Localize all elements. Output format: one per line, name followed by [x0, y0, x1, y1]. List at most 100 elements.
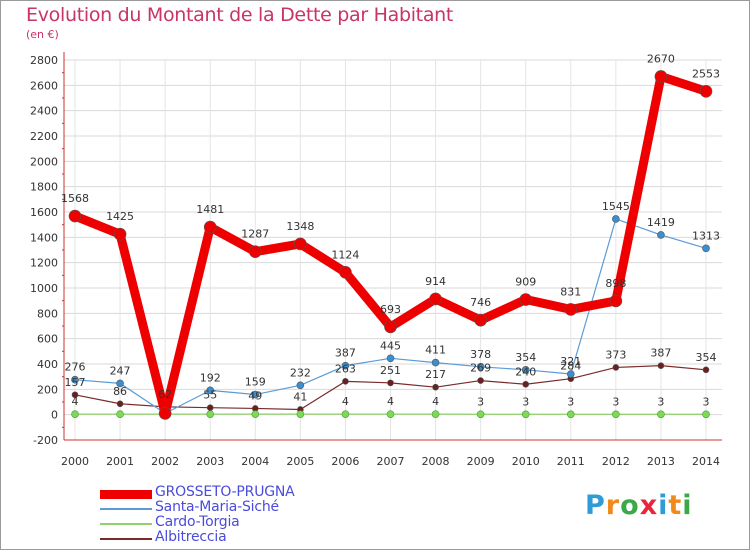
- y-tick-label: 800: [37, 307, 58, 320]
- y-tick-label: 2000: [30, 155, 58, 168]
- data-point-2: [71, 410, 79, 418]
- data-label: 3: [657, 395, 664, 408]
- y-tick-label: 2600: [30, 79, 58, 92]
- x-tick-label: 2010: [512, 455, 540, 468]
- logo-letter: t: [668, 490, 683, 521]
- data-point-3: [477, 377, 484, 384]
- data-label: 251: [380, 364, 401, 377]
- data-label: 55: [203, 389, 217, 402]
- data-point-1: [206, 386, 215, 395]
- data-point-2: [476, 410, 485, 419]
- data-point-3: [206, 404, 214, 412]
- data-label: 217: [425, 368, 446, 381]
- data-label: 914: [425, 275, 446, 288]
- data-point-1: [566, 370, 575, 378]
- data-label: 387: [650, 347, 671, 360]
- data-point-1: [296, 381, 305, 390]
- data-label: 263: [335, 362, 356, 375]
- data-label: 898: [605, 277, 626, 290]
- data-point-2: [521, 410, 530, 419]
- legend-swatch: [100, 523, 152, 525]
- data-label: 1348: [286, 220, 314, 233]
- data-label: 378: [470, 348, 491, 361]
- data-label: 2670: [647, 52, 675, 65]
- data-label: 1481: [196, 203, 224, 216]
- y-tick-label: 0: [51, 409, 58, 422]
- x-tick-label: 2008: [422, 455, 450, 468]
- data-point-3: [342, 378, 349, 385]
- data-point-3: [387, 379, 394, 387]
- data-point-0: [564, 303, 578, 316]
- data-label: 445: [380, 339, 401, 352]
- y-tick-label: 2400: [30, 105, 58, 118]
- data-label: 159: [245, 376, 266, 389]
- data-label: 354: [515, 351, 536, 364]
- logo-letter: P: [585, 490, 606, 521]
- data-label: 240: [515, 365, 536, 378]
- data-label: 284: [560, 360, 581, 373]
- legend-label: Cardo-Torgia: [155, 514, 240, 530]
- data-point-2: [251, 410, 260, 418]
- data-point-0: [68, 209, 82, 223]
- y-tick-label: 2800: [30, 54, 58, 67]
- data-point-0: [384, 320, 397, 334]
- data-point-1: [71, 375, 79, 384]
- data-label: 4: [432, 395, 439, 408]
- x-tick-label: 2013: [647, 455, 675, 468]
- data-point-0: [339, 265, 352, 279]
- data-point-0: [654, 70, 668, 83]
- data-point-0: [113, 227, 127, 241]
- data-label: 3: [567, 395, 574, 408]
- data-label: 1313: [692, 229, 720, 242]
- data-point-2: [566, 410, 575, 419]
- data-label: 247: [110, 364, 131, 377]
- proxiti-logo: Proxiti: [585, 490, 693, 521]
- y-tick-label: -200: [33, 434, 58, 447]
- data-point-0: [699, 84, 713, 98]
- data-label: 3: [477, 395, 484, 408]
- legend-swatch: [100, 489, 152, 499]
- logo-letter: o: [620, 490, 640, 521]
- data-label: 693: [380, 303, 401, 316]
- data-label: 276: [65, 361, 86, 374]
- data-label: 157: [65, 376, 86, 389]
- chart-title: Evolution du Montant de la Dette par Hab…: [26, 4, 454, 26]
- data-point-2: [657, 410, 665, 419]
- legend-swatch: [100, 538, 152, 540]
- data-point-3: [612, 364, 620, 371]
- data-point-3: [116, 400, 124, 408]
- data-label: 831: [560, 285, 581, 298]
- data-point-3: [522, 380, 530, 388]
- data-point-0: [203, 220, 217, 234]
- data-label: 746: [470, 296, 491, 309]
- data-label: 2553: [692, 67, 720, 80]
- data-label: 3: [522, 395, 529, 408]
- data-label: 909: [515, 276, 536, 289]
- data-point-1: [386, 354, 395, 363]
- data-label: 3: [612, 395, 619, 408]
- data-point-1: [657, 231, 665, 239]
- y-tick-label: 1400: [30, 231, 58, 244]
- data-label: 269: [470, 362, 491, 375]
- legend-label: Albitreccia: [155, 529, 227, 545]
- x-tick-label: 2003: [196, 455, 224, 468]
- data-label: 86: [113, 385, 127, 398]
- data-point-1: [476, 362, 485, 371]
- data-point-2: [341, 410, 350, 418]
- x-tick-label: 2001: [106, 455, 134, 468]
- data-point-2: [431, 410, 440, 418]
- data-label: 1287: [241, 228, 269, 241]
- data-point-0: [474, 313, 487, 327]
- data-point-0: [294, 237, 307, 251]
- x-tick-label: 2012: [602, 455, 630, 468]
- data-point-0: [429, 292, 442, 306]
- data-label: 4: [387, 395, 394, 408]
- logo-letter: r: [605, 490, 621, 521]
- data-point-3: [71, 391, 79, 399]
- y-tick-label: 600: [37, 333, 58, 346]
- x-tick-label: 2007: [377, 455, 405, 468]
- data-label: 4: [342, 395, 349, 408]
- data-point-2: [206, 410, 215, 418]
- x-tick-label: 2002: [151, 455, 179, 468]
- data-label: 3: [703, 395, 710, 408]
